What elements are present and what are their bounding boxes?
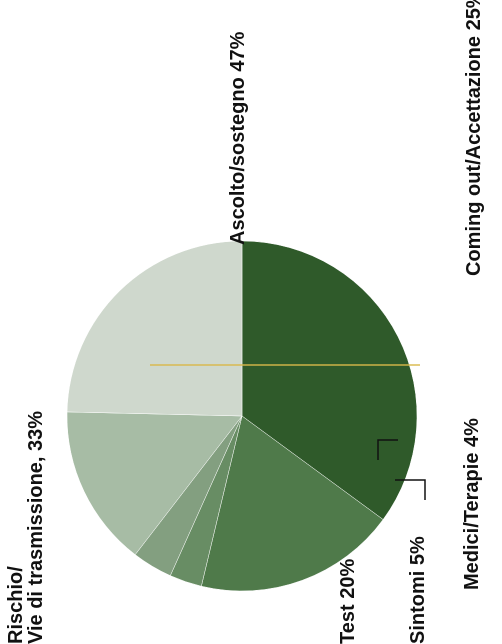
pie-slice-4 [66, 411, 243, 555]
label-ascolto: Ascolto/sostegno 47% [227, 31, 249, 245]
label-medici: Medici/Terapie 4% [461, 418, 483, 590]
pie-slice-0 [241, 240, 418, 520]
label-rischio-line1: Rischio/ [5, 566, 27, 644]
leader-lines [377, 439, 426, 500]
leader-line-medici [377, 439, 398, 460]
pie-slices [66, 240, 418, 592]
label-coming-out: Coming out/Accettazione 25% [463, 0, 485, 276]
leader-line-sintomi [395, 479, 426, 500]
pie-slice-5 [66, 240, 243, 417]
label-rischio-line2: Vie di trasmissione, 33% [25, 411, 47, 644]
label-sintomi: Sintomi 5% [407, 536, 429, 644]
label-test: Test 20% [337, 559, 359, 644]
pie-slice-1 [201, 415, 384, 592]
